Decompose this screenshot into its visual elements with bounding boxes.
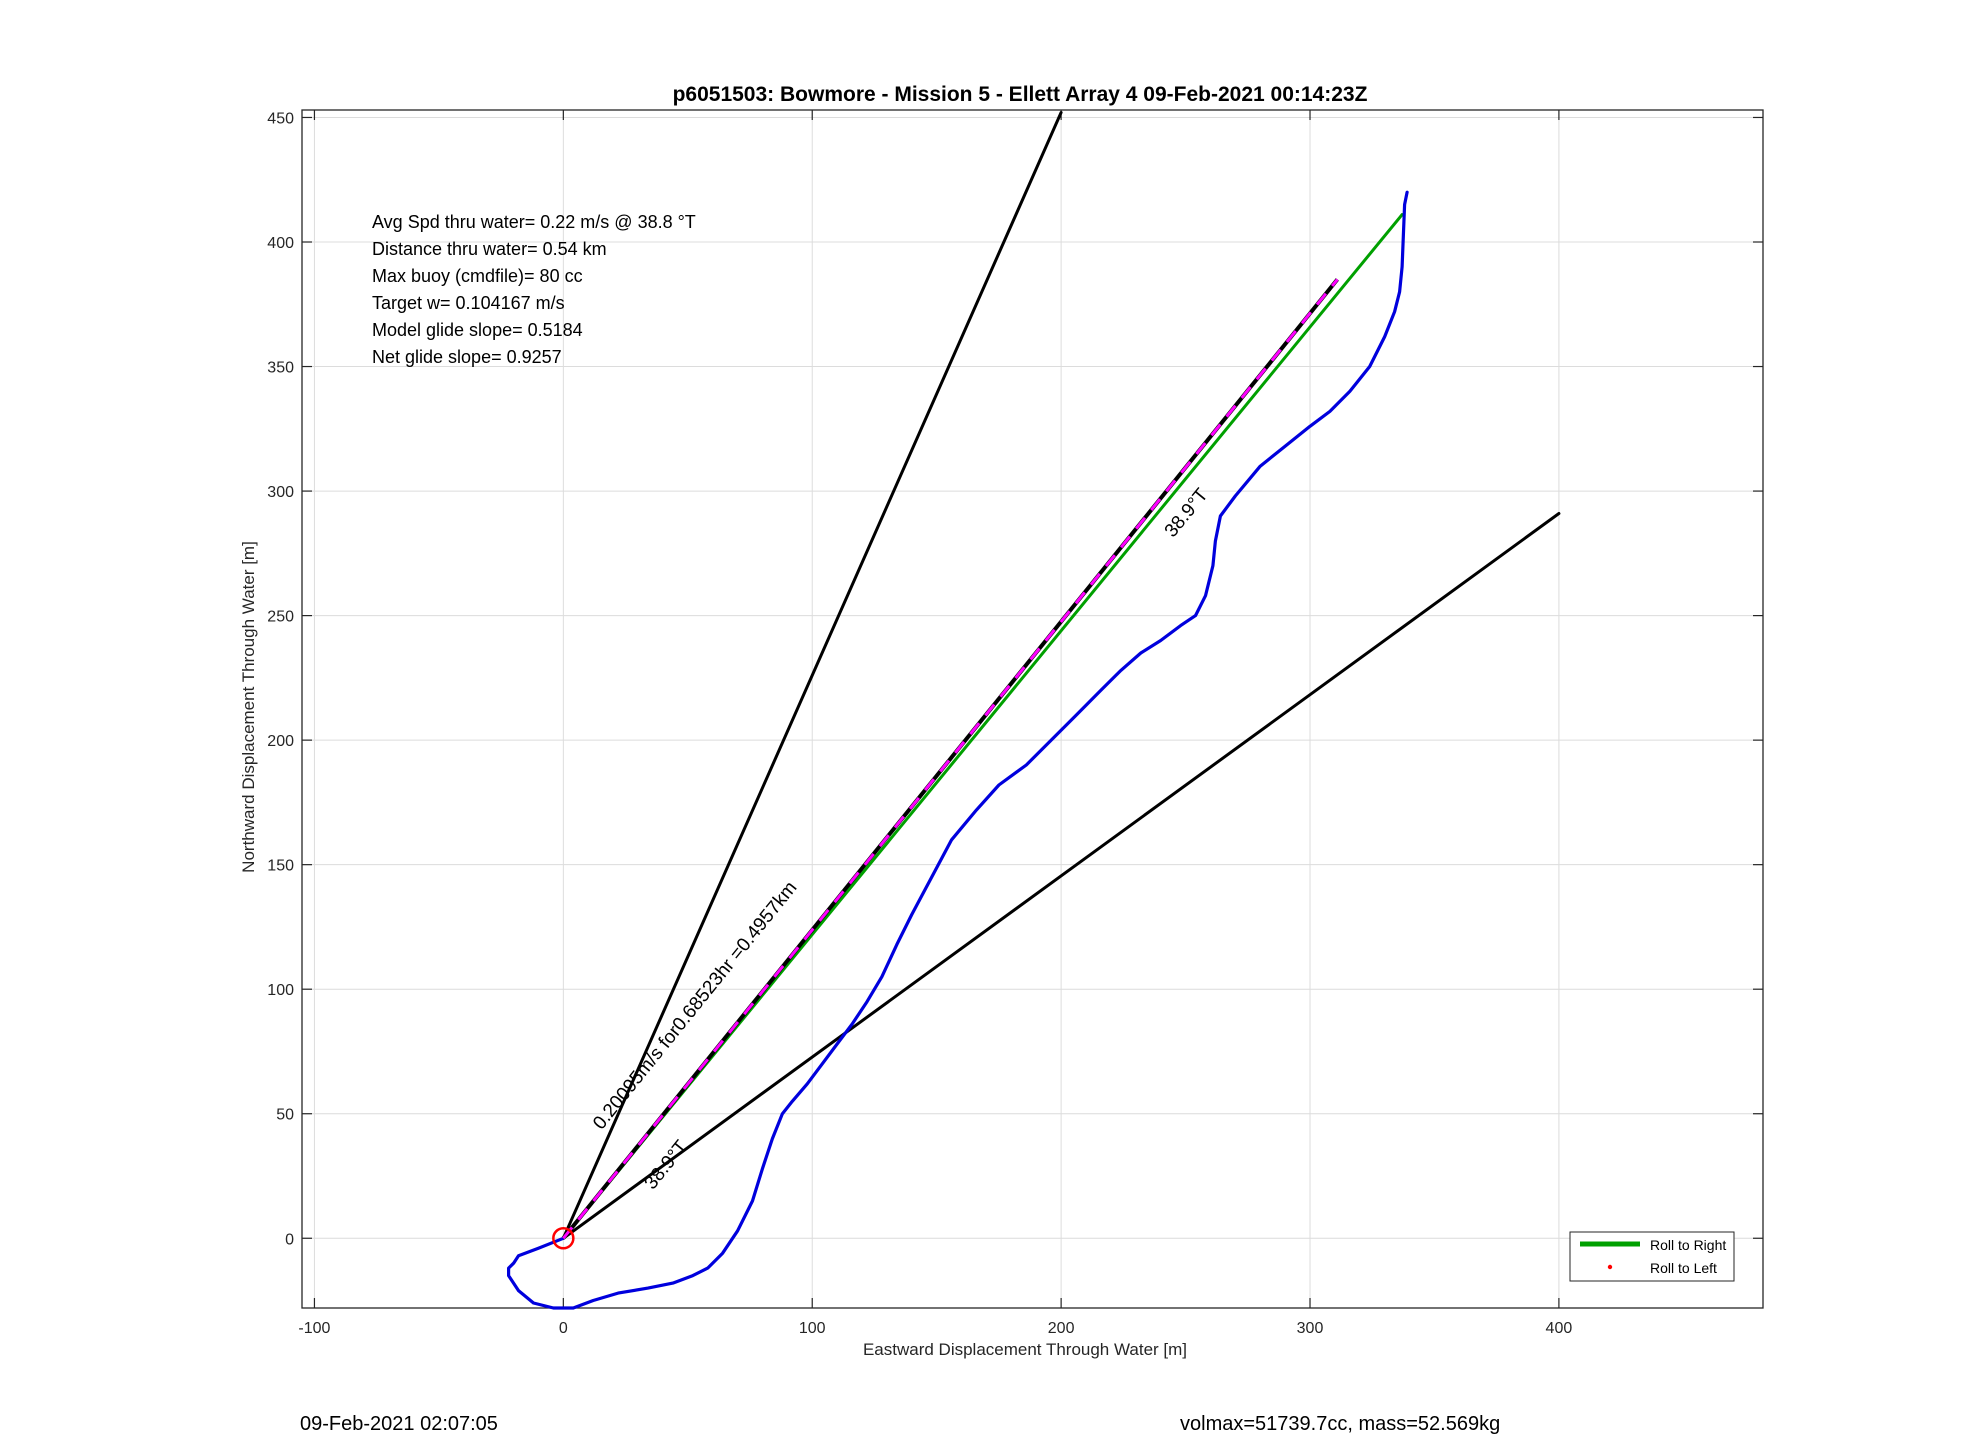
x-tick-label: 200	[1048, 1320, 1075, 1337]
legend-label-roll-left: Roll to Left	[1650, 1260, 1717, 1276]
x-tick-label: 100	[799, 1320, 826, 1337]
plot-area	[301, 109, 1764, 1309]
annotation-line: Target w= 0.104167 m/s	[372, 293, 565, 313]
current-heading-label: 38.9°T	[641, 1136, 693, 1193]
footer-volmax-mass: volmax=51739.7cc, mass=52.569kg	[1180, 1413, 1501, 1435]
x-axis-label: Eastward Displacement Through Water [m]	[863, 1340, 1187, 1359]
x-tick-label: 300	[1297, 1320, 1324, 1337]
legend-box	[1569, 1231, 1735, 1282]
grid-lines	[302, 110, 1763, 1308]
legend-label-roll-right: Roll to Right	[1650, 1237, 1726, 1253]
annotation-line: Avg Spd thru water= 0.22 m/s @ 38.8 °T	[372, 212, 696, 232]
origin-marker	[552, 1227, 575, 1250]
axis-ticks: -100 0 100 200 300 400 0 50 100 150 200 250 300 350 40…	[267, 110, 1763, 1337]
x-tick-label: 0	[559, 1320, 568, 1337]
x-tick-label: -100	[298, 1320, 330, 1337]
series-current-dash	[562, 278, 1339, 1240]
y-tick-label: 50	[276, 1107, 294, 1124]
y-tick-label: 350	[267, 360, 294, 377]
y-tick-label: 300	[267, 484, 294, 501]
y-tick-label: 200	[267, 733, 294, 750]
chart-title: p6051503: Bowmore - Mission 5 - Ellett A…	[673, 83, 1368, 106]
x-tick-label: 400	[1546, 1320, 1573, 1337]
current-speed-label: 0.20095m/s for0.68523hr =0.4957km	[589, 878, 801, 1134]
y-tick-label: 0	[285, 1231, 294, 1248]
series-track	[507, 190, 1409, 1310]
y-tick-label: 150	[267, 858, 294, 875]
annotation-line: Max buoy (cmdfile)= 80 cc	[372, 266, 583, 286]
y-tick-label: 250	[267, 609, 294, 626]
footer-timestamp: 09-Feb-2021 02:07:05	[300, 1413, 498, 1435]
legend-swatch-roll-left	[1607, 1264, 1613, 1270]
series-heading-envelope-lower	[561, 512, 1561, 1240]
annotation-line: Net glide slope= 0.9257	[372, 347, 562, 367]
track-heading-label: 38.9°T	[1161, 484, 1213, 541]
y-tick-label: 400	[267, 235, 294, 252]
annotation-line: Model glide slope= 0.5184	[372, 320, 583, 340]
annotation-line: Distance thru water= 0.54 km	[372, 239, 607, 259]
series-layer	[507, 111, 1561, 1310]
legend: Roll to Right Roll to Left	[1569, 1231, 1735, 1282]
y-tick-label: 450	[267, 110, 294, 127]
stats-annotations: Avg Spd thru water= 0.22 m/s @ 38.8 °T Di…	[372, 212, 696, 367]
y-tick-label: 100	[267, 982, 294, 999]
series-heading-envelope-upper	[561, 111, 1063, 1240]
y-axis-label: Northward Displacement Through Water [m]	[239, 541, 258, 873]
